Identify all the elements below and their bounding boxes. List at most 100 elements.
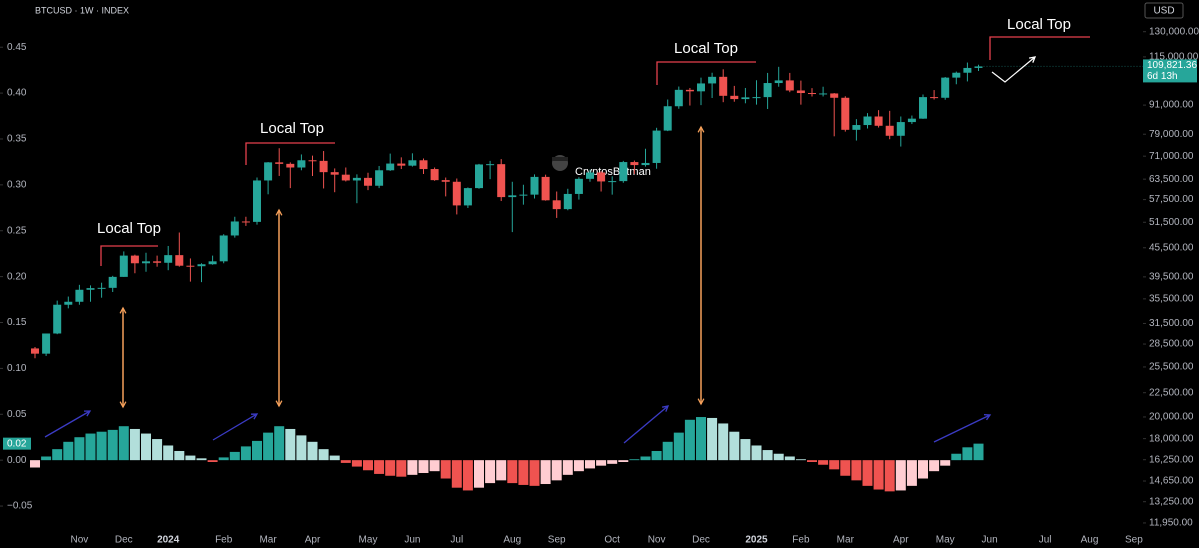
candle-body — [508, 195, 517, 198]
candle-body — [219, 235, 228, 262]
y-tick-label: 31,500.00 — [1149, 318, 1194, 329]
candle-body — [441, 180, 450, 182]
candle-body — [264, 162, 273, 181]
chart-title: BTCUSD · 1W · INDEX — [35, 5, 129, 15]
x-tick-label: Jun — [982, 535, 998, 546]
candle-body — [241, 221, 250, 223]
x-tick-label: Dec — [692, 535, 710, 546]
histogram-bar — [540, 460, 551, 485]
candle-body — [53, 304, 62, 334]
histogram-bar — [918, 460, 928, 479]
y2-tick-label: −0.05 — [7, 501, 33, 512]
candle-body — [75, 289, 84, 302]
histogram-bar — [207, 460, 218, 462]
histogram-bar — [518, 460, 529, 485]
candle-body — [752, 97, 761, 99]
trend-arrow-head — [661, 405, 670, 412]
candle-body — [186, 265, 195, 267]
local-top-bracket — [656, 61, 756, 85]
histogram-bar — [96, 431, 107, 461]
histogram-bar — [407, 460, 418, 475]
y2-tick-label: 0.35 — [7, 134, 27, 145]
candle-body — [463, 188, 472, 206]
y2-tick-label: 0.40 — [7, 88, 27, 99]
candle-body — [119, 255, 128, 277]
y-tick-label: 57,500.00 — [1149, 194, 1194, 205]
histogram-bar — [596, 460, 607, 466]
histogram-bar — [107, 429, 118, 461]
candle-body — [108, 276, 117, 288]
histogram-bar — [873, 460, 884, 490]
histogram-bar — [851, 460, 862, 481]
histogram-bar — [74, 437, 85, 461]
candle-body — [541, 176, 550, 201]
candle-body — [841, 97, 850, 130]
histogram-bar — [129, 428, 140, 461]
y2-tick-label: 0.15 — [7, 317, 27, 328]
last-price-tag — [1143, 59, 1197, 83]
histogram-bar — [462, 460, 473, 491]
histogram-bar — [951, 453, 962, 461]
y2-tick-label: 0.45 — [7, 42, 27, 53]
candle-body — [497, 164, 506, 198]
watermark-icon-hat — [552, 157, 568, 161]
x-tick-label: Apr — [893, 535, 909, 546]
currency-label[interactable]: USD — [1153, 6, 1174, 17]
candle-body — [42, 333, 51, 354]
x-tick-label: Feb — [792, 535, 810, 546]
y-tick-label: 18,000.00 — [1149, 433, 1194, 444]
histogram-bar — [562, 460, 573, 475]
y-tick-label: 11,950.00 — [1149, 518, 1193, 529]
x-tick-label: Aug — [503, 535, 521, 546]
histogram-bar — [962, 447, 973, 461]
candle-body — [730, 95, 739, 100]
histogram-bar — [840, 460, 851, 476]
candle-body — [830, 93, 839, 98]
y-tick-label: 20,000.00 — [1149, 412, 1194, 423]
y-tick-label: 79,000.00 — [1149, 129, 1194, 140]
y-tick-label: 16,250.00 — [1149, 454, 1194, 465]
candle-body — [774, 80, 783, 84]
histogram-last-tag — [3, 437, 31, 450]
y-tick-label: 25,500.00 — [1149, 362, 1194, 373]
local-top-bracket — [100, 245, 158, 266]
candle-body — [142, 261, 150, 264]
currency-box[interactable] — [1144, 2, 1184, 19]
candle-body — [652, 130, 661, 163]
histogram-bar — [263, 432, 274, 461]
histogram-bar — [41, 456, 52, 461]
histogram-bar — [807, 460, 817, 462]
y2-tick-label: 0.20 — [7, 271, 27, 282]
candle-body — [253, 180, 261, 222]
histogram-bar — [118, 426, 129, 461]
orange-arrow-head — [697, 125, 705, 133]
histogram-bar — [318, 449, 329, 461]
candle-body — [364, 177, 372, 186]
histogram-bar — [973, 443, 984, 461]
candle-body — [97, 287, 106, 289]
candle-body — [419, 160, 428, 170]
candle-body — [586, 172, 594, 179]
y-tick-label: 51,500.00 — [1149, 217, 1194, 228]
histogram-bar — [684, 419, 695, 461]
y2-tick-label: 0.10 — [7, 363, 27, 374]
x-tick-label: May — [936, 535, 955, 546]
histogram-bar — [707, 417, 718, 461]
candle-body — [641, 162, 650, 166]
histogram-bar — [696, 417, 706, 461]
x-tick-label: Jul — [450, 535, 463, 546]
x-tick-label: 2025 — [745, 535, 768, 546]
annotation: Local Top — [1007, 16, 1071, 33]
candle-body — [630, 162, 639, 166]
trend-arrow-head — [83, 410, 92, 417]
candle-body — [64, 301, 73, 305]
candle-body — [563, 193, 572, 210]
candle-body — [130, 255, 139, 264]
histogram-bar — [585, 460, 595, 469]
candle-body — [719, 76, 728, 96]
histogram-bar — [618, 460, 629, 462]
candle-body — [974, 66, 983, 68]
candle-body — [930, 97, 939, 99]
histogram-bar — [651, 450, 662, 461]
